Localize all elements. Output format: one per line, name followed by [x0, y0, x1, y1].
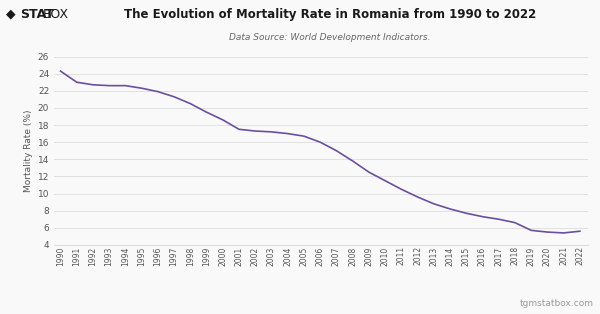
Text: The Evolution of Mortality Rate in Romania from 1990 to 2022: The Evolution of Mortality Rate in Roman… [124, 8, 536, 21]
Y-axis label: Mortality Rate (%): Mortality Rate (%) [25, 110, 34, 192]
Text: Data Source: World Development Indicators.: Data Source: World Development Indicator… [229, 33, 431, 42]
Text: BOX: BOX [43, 8, 69, 21]
Text: tgmstatbox.com: tgmstatbox.com [520, 299, 594, 308]
Text: STAT: STAT [20, 8, 53, 21]
Text: ◆: ◆ [6, 8, 16, 21]
